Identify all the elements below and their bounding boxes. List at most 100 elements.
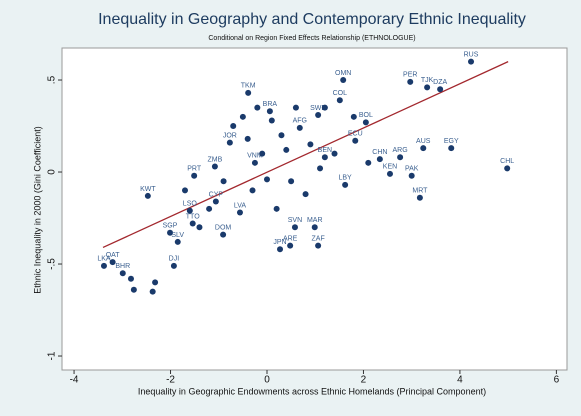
- point-label: SVN: [288, 217, 302, 224]
- point-label: CHN: [372, 149, 387, 156]
- point-label: JOR: [223, 132, 237, 139]
- point-label: ZMB: [208, 156, 223, 163]
- point-label: JPN: [273, 239, 286, 246]
- point: [220, 231, 227, 238]
- point-label: ZAF: [312, 235, 325, 242]
- point-label: ARG: [393, 147, 408, 154]
- point-label: PAK: [405, 166, 419, 173]
- point: [315, 242, 322, 249]
- point: [416, 194, 423, 201]
- point-label: LKA: [97, 256, 111, 263]
- point: [230, 123, 237, 130]
- point: [420, 145, 427, 152]
- point: [336, 97, 343, 104]
- point: [259, 150, 266, 157]
- point: [244, 135, 251, 142]
- point-label: CHL: [500, 158, 514, 165]
- point: [288, 178, 295, 185]
- point: [263, 176, 270, 183]
- point-label: SWE: [310, 105, 326, 112]
- y-tick-label: .5: [47, 75, 58, 84]
- point: [167, 229, 174, 236]
- point: [189, 220, 196, 227]
- point: [249, 187, 256, 194]
- point-label: EGY: [444, 138, 459, 145]
- y-axis-label: Ethnic Inequality in 2000 (Gini Coeffici…: [32, 126, 42, 293]
- point: [181, 187, 188, 194]
- point-label: BHR: [115, 263, 130, 270]
- point: [211, 163, 218, 170]
- y-tick-label: -1: [47, 351, 58, 360]
- point-label: PRT: [187, 166, 202, 173]
- point-label: TTO: [186, 213, 200, 220]
- point-label: OMN: [335, 70, 351, 77]
- point: [127, 275, 134, 282]
- point-label: BOL: [359, 112, 373, 119]
- x-tick-label: 6: [554, 375, 560, 386]
- point: [504, 165, 511, 172]
- point-label: LSO: [183, 200, 198, 207]
- point-label: PER: [403, 72, 417, 79]
- point-label: BRA: [263, 101, 278, 108]
- point-label: CYP: [209, 191, 224, 198]
- point: [220, 178, 227, 185]
- point-label: SGP: [163, 223, 178, 230]
- point-label: BEN: [318, 147, 332, 154]
- point: [352, 137, 359, 144]
- point-label: AFG: [293, 118, 307, 125]
- point-label: ECU: [348, 131, 363, 138]
- point-label: DJI: [169, 256, 180, 263]
- x-tick-label: 0: [264, 375, 270, 386]
- point: [342, 181, 349, 188]
- point: [397, 154, 404, 161]
- chart-title: Inequality in Geography and Contemporary…: [98, 11, 526, 28]
- point: [254, 104, 261, 111]
- point-label: DOM: [215, 224, 232, 231]
- x-tick-label: 4: [457, 375, 463, 386]
- x-tick-label: 2: [361, 375, 367, 386]
- point-label: RUS: [464, 51, 479, 58]
- point-label: ARE: [283, 235, 298, 242]
- point: [278, 132, 285, 139]
- point: [283, 146, 290, 153]
- x-tick-label: -2: [166, 375, 175, 386]
- point-label: COL: [333, 90, 348, 97]
- point: [186, 207, 193, 214]
- point: [376, 156, 383, 163]
- point: [424, 84, 431, 91]
- point-label: AUS: [416, 138, 431, 145]
- y-tick-label: 0: [47, 169, 58, 175]
- point-label: KEN: [383, 164, 397, 171]
- x-axis-label: Inequality in Geographic Endowments acro…: [138, 386, 486, 396]
- point: [170, 262, 177, 269]
- point: [130, 286, 137, 293]
- point: [331, 150, 338, 157]
- point: [206, 205, 213, 212]
- point: [468, 58, 475, 65]
- point: [226, 139, 233, 146]
- point-label: MAR: [307, 217, 323, 224]
- point: [362, 119, 369, 126]
- point-label: QAT: [106, 252, 121, 259]
- point-label: LVA: [234, 202, 247, 209]
- point: [365, 159, 372, 166]
- point: [307, 141, 314, 148]
- point: [236, 209, 243, 216]
- point: [245, 89, 252, 96]
- fit-line: [102, 61, 509, 249]
- point: [149, 288, 156, 295]
- point: [109, 259, 116, 266]
- point: [239, 113, 246, 120]
- point: [386, 170, 393, 177]
- point-label: SLV: [171, 232, 184, 239]
- point: [317, 165, 324, 172]
- point: [296, 124, 303, 131]
- point: [311, 224, 318, 231]
- point: [302, 191, 309, 198]
- point: [350, 113, 357, 120]
- point: [144, 192, 151, 199]
- point-label: DZA: [433, 79, 447, 86]
- point: [287, 242, 294, 249]
- point: [321, 104, 328, 111]
